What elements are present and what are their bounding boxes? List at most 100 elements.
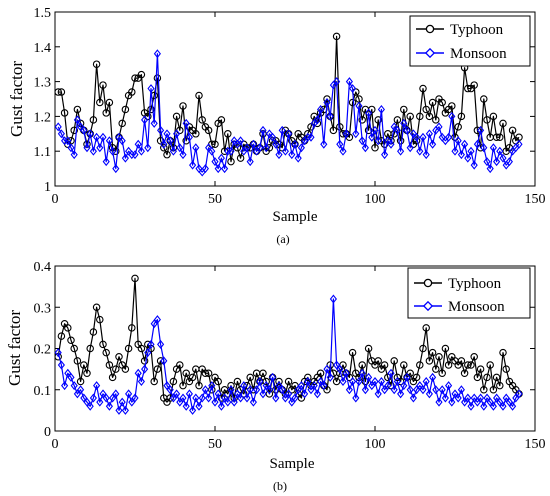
chart-b-monsoon-point bbox=[297, 381, 305, 391]
chart-a-monsoon-point bbox=[182, 118, 190, 128]
chart-a-monsoon-point bbox=[118, 136, 126, 146]
chart-a-monsoon-point bbox=[355, 101, 363, 111]
chart-b-ytick-label: 0 bbox=[44, 425, 51, 440]
chart-b-monsoon-point bbox=[214, 389, 222, 399]
chart-b-typhoon-point bbox=[380, 361, 389, 369]
chart-b-monsoon-point bbox=[150, 319, 158, 329]
chart-a-typhoon-point bbox=[217, 116, 226, 124]
chart-b-monsoon-point bbox=[381, 385, 389, 395]
chart-b-monsoon-point bbox=[198, 393, 206, 403]
chart-b-typhoon-point bbox=[137, 344, 146, 353]
chart-a: 0 50 100 150 1 1.1 1.2 1.3 1.4 1.5 Typhoon Monsoo… bbox=[7, 6, 546, 246]
chart-a-monsoon-point bbox=[80, 125, 88, 135]
chart-b-monsoon-point bbox=[112, 389, 120, 399]
chart-b-typhoon-point bbox=[102, 348, 110, 357]
chart-b-typhoon-line bbox=[57, 277, 520, 403]
chart-b-ytick-label: 0.2 bbox=[34, 343, 52, 358]
chart-b-typhoon-point bbox=[188, 373, 197, 382]
chart-b-monsoon-point bbox=[406, 385, 414, 395]
chart-a-typhoon-point bbox=[464, 84, 472, 93]
chart-a-monsoon-point bbox=[192, 143, 200, 153]
chart-a-typhoon-point bbox=[508, 126, 517, 135]
chart-b-monsoon-point bbox=[473, 397, 481, 407]
chart-b-typhoon-point bbox=[364, 344, 373, 353]
chart-b-monsoon-point bbox=[448, 397, 456, 407]
chart-a-monsoon-point bbox=[317, 104, 325, 114]
chart-a-monsoon-point bbox=[73, 115, 81, 125]
chart-b: 0 50 100 150 0 0.1 0.2 0.3 0.4 Typhoon Monsoon S… bbox=[5, 260, 546, 493]
chart-a-typhoon-point bbox=[172, 112, 181, 121]
chart-b-monsoon-point bbox=[176, 397, 184, 407]
chart-b-monsoon-point bbox=[86, 401, 94, 411]
chart-a-monsoon-point bbox=[496, 146, 504, 156]
chart-b-monsoon-point bbox=[403, 372, 411, 382]
chart-a-monsoon-point bbox=[461, 139, 469, 149]
chart-a-monsoon-point bbox=[109, 146, 117, 156]
chart-b-monsoon-point bbox=[493, 393, 501, 403]
chart-b-monsoon-point bbox=[163, 381, 171, 391]
chart-b-monsoon-point bbox=[64, 368, 72, 378]
chart-b-monsoon-point bbox=[80, 393, 88, 403]
chart-a-typhoon-point bbox=[393, 116, 402, 124]
chart-a-monsoon-point bbox=[185, 132, 193, 142]
chart-b-typhoon-point bbox=[182, 369, 190, 377]
chart-b-monsoon-point bbox=[179, 393, 187, 403]
chart-b-monsoon-point bbox=[336, 364, 344, 374]
chart-b-xtick-label: 100 bbox=[365, 437, 386, 452]
chart-a-monsoon-point bbox=[464, 153, 472, 163]
chart-b-monsoon-point bbox=[227, 385, 235, 395]
chart-b-typhoon-point bbox=[457, 357, 466, 365]
chart-b-monsoon-point bbox=[416, 381, 424, 391]
chart-a-monsoon-point bbox=[86, 129, 94, 139]
chart-a-monsoon-point bbox=[320, 139, 328, 149]
chart-a-typhoon-point bbox=[153, 74, 162, 82]
chart-b-monsoon-point bbox=[333, 360, 341, 370]
chart-b-typhoon-point bbox=[153, 365, 162, 373]
chart-a-series-monsoon bbox=[54, 49, 523, 177]
chart-b-monsoon-point bbox=[323, 364, 331, 374]
chart-b-monsoon-point bbox=[246, 385, 254, 395]
chart-b-monsoon-point bbox=[304, 377, 312, 386]
chart-b-ytick-label: 0.4 bbox=[34, 260, 52, 275]
chart-a-monsoon-point bbox=[70, 150, 78, 160]
chart-b-typhoon-point bbox=[64, 324, 72, 332]
chart-b-typhoon-point bbox=[483, 373, 491, 382]
chart-a-monsoon-point bbox=[269, 132, 277, 142]
chart-b-monsoon-point bbox=[502, 393, 510, 403]
chart-a-typhoon-point bbox=[416, 112, 424, 121]
chart-a-monsoon-point bbox=[323, 97, 331, 107]
chart-b-monsoon-point bbox=[368, 381, 376, 391]
chart-a-typhoon-point bbox=[400, 105, 408, 114]
chart-b-monsoon-point bbox=[269, 372, 277, 382]
chart-a-typhoon-point bbox=[483, 116, 491, 124]
chart-b-monsoon-point bbox=[230, 397, 238, 407]
chart-b-monsoon-point bbox=[185, 389, 193, 399]
chart-b-monsoon-point bbox=[432, 385, 440, 395]
chart-b-monsoon-point bbox=[211, 397, 219, 407]
chart-b-monsoon-point bbox=[125, 389, 133, 399]
chart-b-monsoon-point bbox=[253, 385, 261, 395]
chart-a-monsoon-point bbox=[189, 160, 197, 170]
chart-b-monsoon-point bbox=[221, 393, 229, 403]
chart-b-monsoon-point bbox=[83, 397, 91, 407]
chart-b-monsoon-point bbox=[409, 393, 417, 403]
chart-b-monsoon-point bbox=[275, 381, 283, 391]
chart-b-monsoon-point bbox=[390, 385, 398, 395]
chart-b-typhoon-point bbox=[73, 357, 82, 365]
chart-b-monsoon-point bbox=[358, 368, 366, 378]
chart-a-monsoon-point bbox=[406, 143, 414, 153]
chart-b-typhoon-point bbox=[70, 344, 78, 353]
chart-b-typhoon-point bbox=[486, 361, 494, 369]
chart-b-monsoon-point bbox=[477, 393, 485, 403]
chart-a-typhoon-point bbox=[92, 60, 101, 68]
chart-b-monsoon-point bbox=[262, 381, 270, 391]
chart-b-monsoon-point bbox=[243, 393, 251, 403]
chart-b-monsoon-point bbox=[288, 397, 296, 407]
chart-a-ytick-label: 1.2 bbox=[34, 110, 52, 125]
chart-b-typhoon-point bbox=[492, 373, 501, 382]
chart-b-typhoon-point bbox=[419, 344, 427, 353]
chart-b-typhoon-point bbox=[358, 361, 366, 369]
chart-b-monsoon-point bbox=[342, 368, 350, 378]
chart-b-monsoon-point bbox=[461, 397, 469, 407]
